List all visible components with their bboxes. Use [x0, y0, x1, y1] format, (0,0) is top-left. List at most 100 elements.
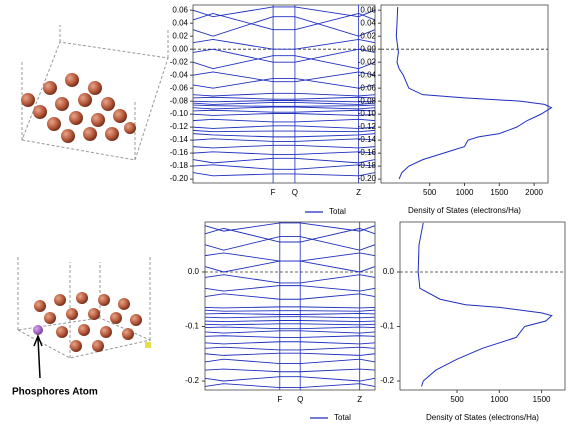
y-tick-label: -0.14	[170, 135, 189, 144]
data-line	[204, 320, 376, 323]
data-line	[204, 368, 376, 373]
molecule-bottom-atoms	[34, 292, 142, 352]
data-line	[204, 312, 376, 315]
data-line	[204, 293, 376, 300]
data-line	[192, 12, 376, 31]
legend-label: Total	[329, 207, 346, 216]
x-tick-label: 1500	[490, 188, 508, 197]
data-line	[192, 38, 376, 50]
y-tick-label: -0.10	[170, 109, 189, 118]
data-line	[192, 92, 376, 97]
y-tick-label: 0.02	[172, 31, 188, 40]
y-tick-label: 0.06	[360, 5, 376, 14]
data-line	[192, 144, 376, 149]
data-line	[204, 260, 376, 273]
data-line	[204, 236, 376, 251]
y-tick-label: -0.08	[358, 96, 377, 105]
plot-frame	[399, 221, 566, 391]
annotation: Phosphores Atom	[12, 387, 98, 398]
phosphorus-atom	[33, 325, 43, 335]
data-line	[192, 133, 376, 138]
y-tick-label: -0.2	[380, 376, 394, 385]
data-line	[192, 113, 376, 116]
y-tick-label: -0.06	[170, 83, 189, 92]
data-line	[204, 346, 376, 351]
data-line	[192, 157, 376, 164]
data-line	[192, 77, 376, 89]
x-tick-label: Q	[292, 188, 298, 197]
y-tick-label: -0.18	[358, 161, 377, 170]
x-tick-label: 1500	[533, 395, 551, 404]
data-line	[192, 96, 376, 100]
data-line	[192, 129, 376, 133]
y-tick-label: 0.02	[360, 31, 376, 40]
y-tick-label: -0.1	[185, 322, 199, 331]
y-tick-label: -0.02	[170, 57, 189, 66]
data-line	[192, 55, 376, 70]
legend-label: Total	[334, 413, 351, 422]
y-tick-label: -0.20	[358, 174, 377, 183]
y-tick-label: -0.10	[358, 109, 377, 118]
x-axis-label: Density of States (electrons/Ha)	[408, 206, 521, 215]
y-tick-label: -0.04	[358, 70, 377, 79]
molecule-top-atoms	[21, 73, 136, 143]
y-tick-label: 0.0	[383, 267, 395, 276]
arrow	[33, 333, 43, 379]
y-tick-label: 0.00	[360, 44, 376, 53]
y-tick-label: -0.12	[358, 122, 377, 131]
y-tick-label: 0.06	[172, 5, 188, 14]
plot-frame	[204, 221, 376, 391]
data-line	[417, 222, 553, 387]
data-line	[192, 104, 376, 107]
data-line	[204, 222, 376, 232]
data-line	[204, 316, 376, 319]
data-line	[204, 376, 376, 382]
plot-frame	[380, 4, 549, 184]
data-line	[204, 330, 376, 334]
y-tick-label: -0.12	[170, 122, 189, 131]
y-tick-label: -0.2	[185, 376, 199, 385]
x-axis-label: Density of States (electrons/Ha)	[426, 413, 539, 422]
y-tick-label: 0.04	[172, 18, 188, 27]
data-line	[204, 341, 376, 345]
x-tick-label: F	[271, 188, 276, 197]
data-line	[192, 100, 376, 103]
x-tick-label: 2000	[525, 188, 543, 197]
x-tick-label: Q	[297, 395, 303, 404]
data-line	[192, 106, 376, 110]
data-line	[192, 118, 376, 123]
data-line	[192, 71, 376, 83]
y-tick-label: -0.16	[358, 148, 377, 157]
x-tick-label: 1000	[456, 188, 474, 197]
x-tick-label: F	[277, 395, 282, 404]
data-line	[192, 16, 376, 37]
data-line	[204, 309, 376, 312]
data-line	[204, 326, 376, 330]
x-tick-label: 500	[423, 188, 437, 197]
y-tick-label: -0.02	[358, 57, 377, 66]
data-line	[204, 335, 376, 338]
y-tick-label: -0.14	[358, 135, 377, 144]
data-line	[192, 109, 376, 113]
y-tick-label: 0.04	[360, 18, 376, 27]
data-line	[192, 138, 376, 142]
data-line	[192, 48, 376, 63]
data-line	[204, 227, 376, 243]
data-line	[192, 101, 376, 105]
y-tick-label: 0.00	[172, 44, 188, 53]
x-tick-label: Z	[356, 188, 361, 197]
x-tick-label: 1000	[490, 395, 508, 404]
y-tick-label: -0.1	[380, 322, 394, 331]
y-tick-label: -0.18	[170, 161, 189, 170]
data-line	[204, 306, 376, 309]
x-tick-label: 500	[450, 395, 464, 404]
data-line	[204, 285, 376, 292]
data-line	[204, 323, 376, 326]
x-tick-label: Z	[357, 395, 362, 404]
y-tick-label: -0.16	[170, 148, 189, 157]
data-line	[204, 358, 376, 365]
data-line	[204, 352, 376, 356]
data-line	[192, 125, 376, 129]
y-tick-label: -0.04	[170, 70, 189, 79]
